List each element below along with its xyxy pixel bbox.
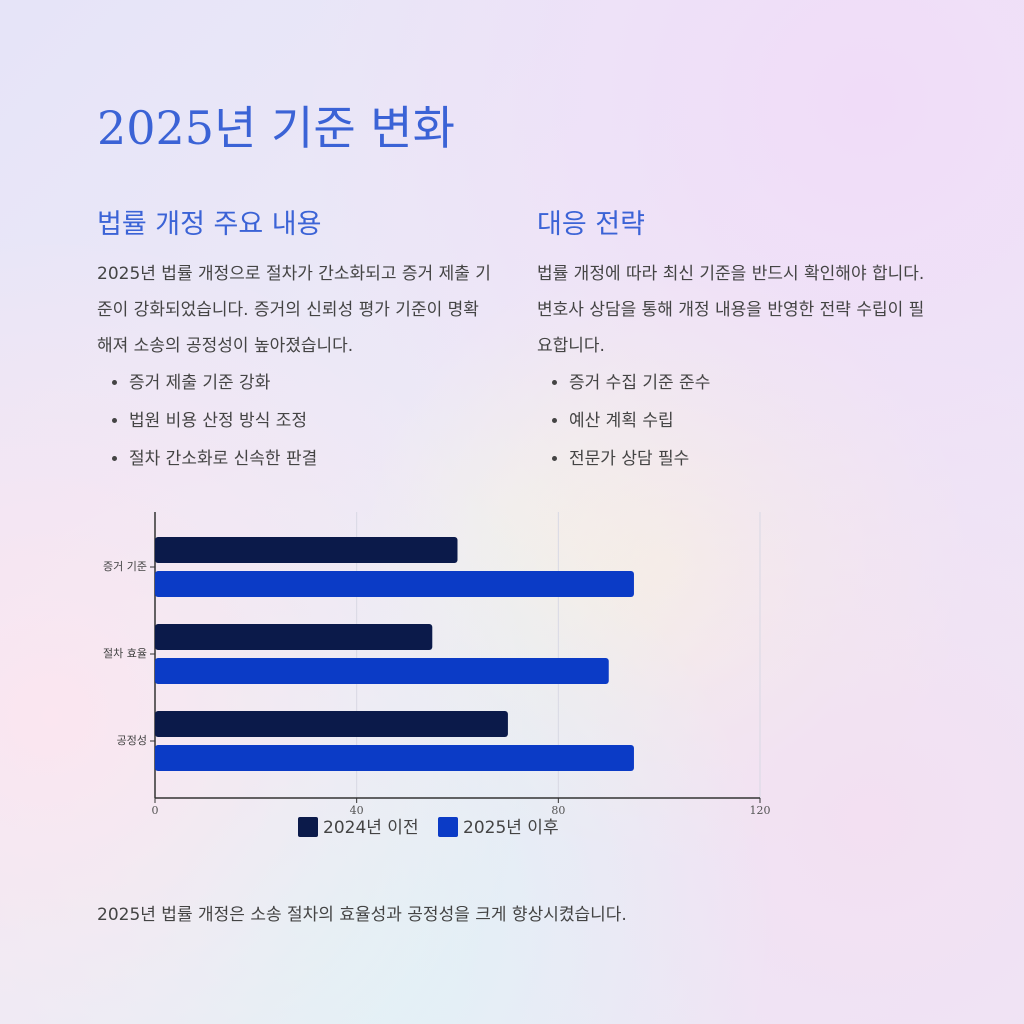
x-tick-label: 80: [551, 804, 565, 817]
bar: [155, 624, 433, 650]
bar: [155, 658, 609, 684]
bar: [155, 571, 634, 597]
right-paragraph: 법률 개정에 따라 최신 기준을 반드시 확인해야 합니다. 변호사 상담을 통…: [537, 264, 925, 356]
right-heading: 대응 전략: [537, 209, 645, 240]
bullet: 증거 수집 기준 준수: [569, 367, 949, 405]
x-tick-label: 40: [350, 804, 364, 817]
y-tick-label: 절차 효율: [103, 647, 147, 660]
bullet: 증거 제출 기준 강화: [129, 367, 509, 405]
y-tick-label: 증거 기준: [103, 560, 147, 573]
title: 2025년 기준 변화: [97, 101, 455, 155]
y-tick-label: 공정성: [117, 734, 147, 747]
bullet: 예산 계획 수립: [569, 405, 949, 443]
legend-swatch: [298, 817, 318, 837]
legend-label: 2024년 이전: [323, 818, 419, 838]
left-paragraph: 2025년 법률 개정으로 절차가 간소화되고 증거 제출 기준이 강화되었습니…: [97, 264, 491, 356]
bullet: 법원 비용 산정 방식 조정: [129, 405, 509, 443]
left-heading: 법률 개정 주요 내용: [97, 209, 322, 240]
bar: [155, 711, 508, 737]
footer: 2025년 법률 개정은 소송 절차의 효율성과 공정성을 크게 향상시켰습니다…: [97, 905, 627, 925]
bar: [155, 537, 458, 563]
x-tick-label: 0: [152, 804, 159, 817]
bullet: 전문가 상담 필수: [569, 443, 949, 481]
legend-swatch: [438, 817, 458, 837]
legend-label: 2025년 이후: [463, 818, 559, 838]
bar: [155, 745, 634, 771]
bullet: 절차 간소화로 신속한 판결: [129, 443, 509, 481]
x-tick-label: 120: [750, 804, 771, 817]
left-bullets: 증거 제출 기준 강화법원 비용 산정 방식 조정절차 간소화로 신속한 판결: [97, 367, 509, 481]
right-bullets: 증거 수집 기준 준수예산 계획 수립전문가 상담 필수: [537, 367, 949, 481]
